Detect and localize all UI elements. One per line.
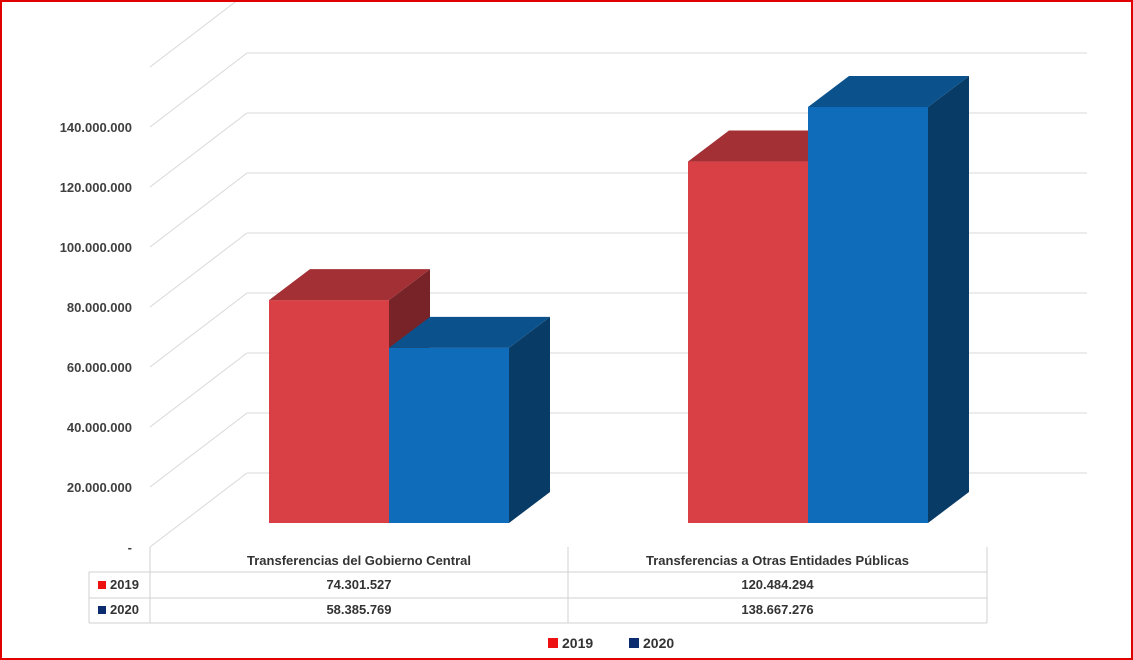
bar-front: [688, 161, 808, 523]
data-label: 138.667.276: [741, 602, 813, 617]
category-label: Transferencias del Gobierno Central: [247, 553, 471, 568]
y-tick-label: 100.000.000: [60, 240, 132, 255]
bar-top: [389, 316, 550, 348]
y-tick-label: 140.000.000: [60, 120, 132, 135]
gridline-side: [149, 352, 248, 428]
gridline-side: [149, 112, 248, 188]
legend-label: 2020: [643, 635, 674, 651]
legend-marker: [548, 638, 558, 648]
bar-2020-1: [808, 75, 969, 523]
data-label: 74.301.527: [326, 577, 391, 592]
data-label: 120.484.294: [741, 577, 814, 592]
y-tick-label: 120.000.000: [60, 180, 132, 195]
category-label: Transferencias a Otras Entidades Pública…: [646, 553, 909, 568]
table-series-marker: [98, 606, 106, 614]
legend-label: 2019: [562, 635, 593, 651]
gridline-side: [149, 412, 248, 488]
bar-side: [928, 75, 969, 523]
bar-front: [269, 300, 389, 523]
bar-top: [269, 269, 430, 301]
bar-front: [808, 106, 928, 523]
data-label: 58.385.769: [326, 602, 391, 617]
gridline-side: [149, 172, 248, 248]
bar-2020-0: [389, 316, 550, 523]
bar-side: [509, 316, 550, 523]
legend-marker: [629, 638, 639, 648]
y-tick-label: 20.000.000: [67, 480, 132, 495]
gridline-side: [149, 52, 248, 128]
table-series-name: 2020: [110, 602, 139, 617]
table-series-name: 2019: [110, 577, 139, 592]
gridline-side: [149, 232, 248, 308]
bar-front: [389, 347, 509, 523]
gridline-side: [149, 472, 248, 548]
gridline-side: [149, 2, 237, 68]
bar-top: [808, 75, 969, 107]
table-series-marker: [98, 581, 106, 589]
y-tick-label: -: [128, 540, 132, 555]
y-tick-label: 80.000.000: [67, 300, 132, 315]
gridline-side: [149, 292, 248, 368]
y-tick-label: 60.000.000: [67, 360, 132, 375]
y-tick-label: 40.000.000: [67, 420, 132, 435]
